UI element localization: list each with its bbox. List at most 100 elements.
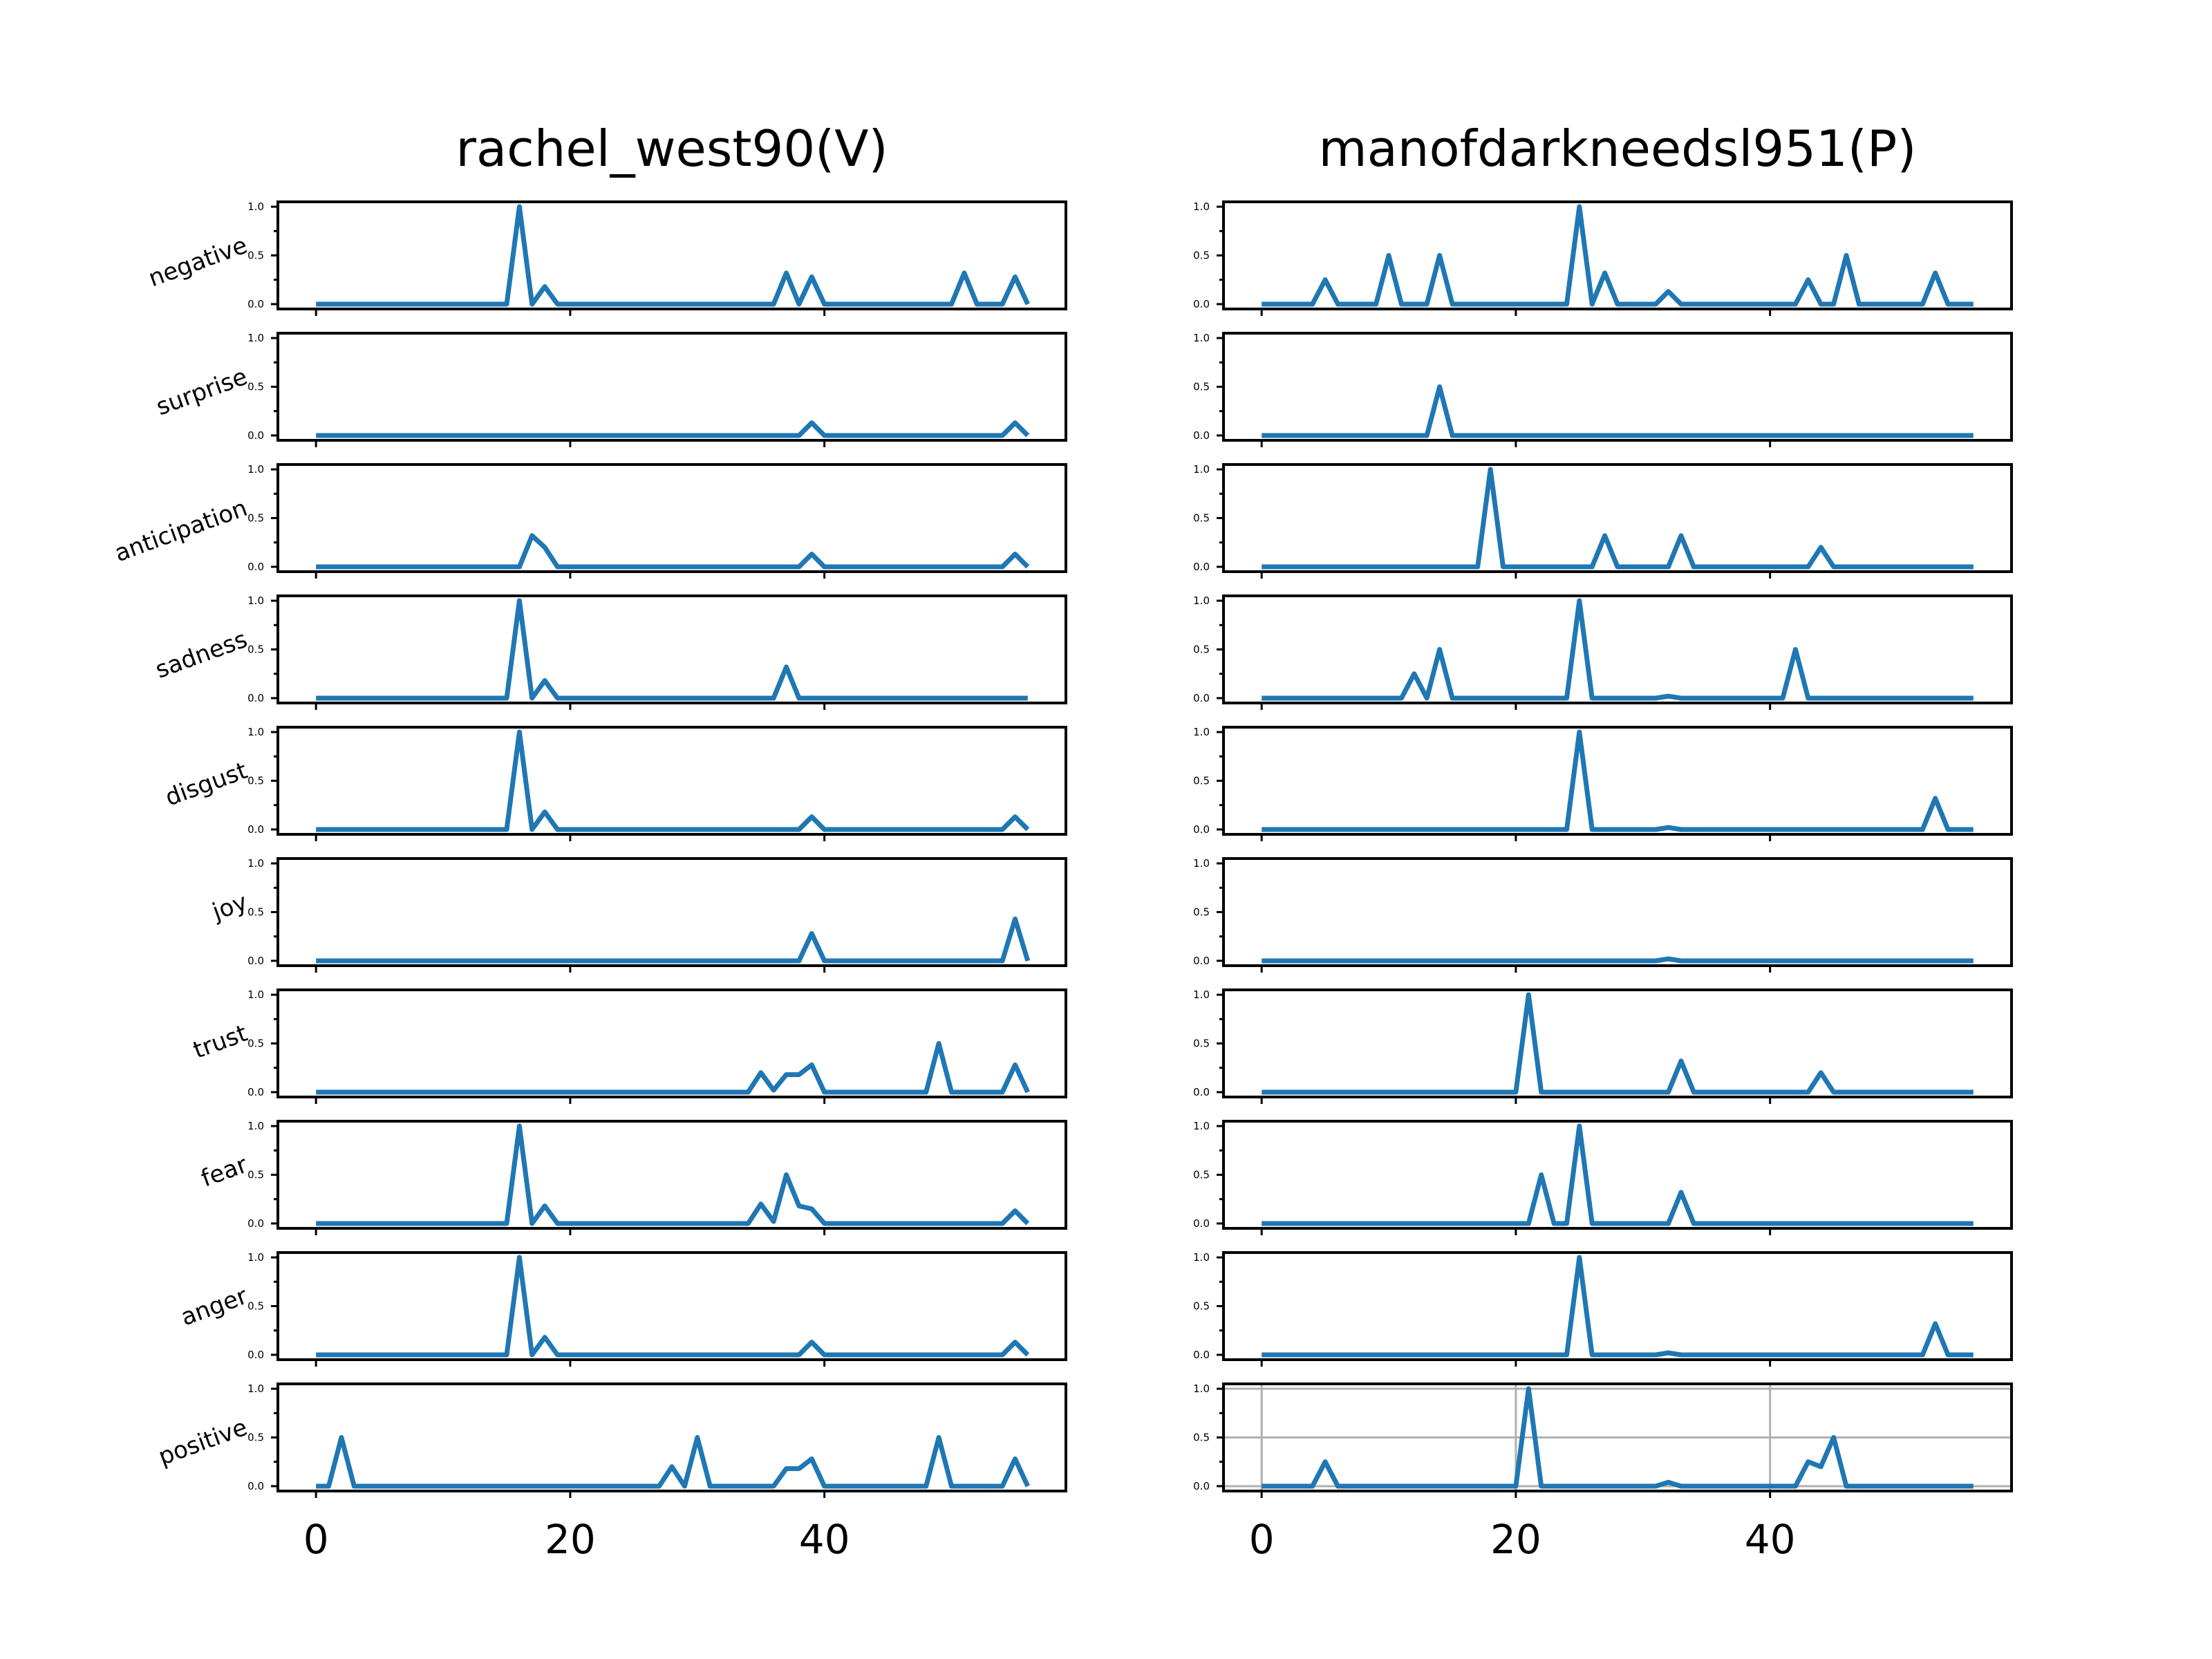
row-label-trust: trust xyxy=(189,1020,251,1065)
panel-frame xyxy=(1222,332,2013,442)
panel-frame xyxy=(276,200,1067,310)
panel-frame xyxy=(1222,1120,2013,1230)
y-tick-label: 0.5 xyxy=(247,1300,264,1313)
y-tick-label: 0.0 xyxy=(247,1349,264,1361)
row-label-anticipation: anticipation xyxy=(111,494,251,568)
series-line-surprise-0 xyxy=(316,420,1030,438)
y-tick-label: 1.0 xyxy=(1193,857,1210,870)
y-tick-label: 0.0 xyxy=(247,1480,264,1492)
y-tick-label: 0.5 xyxy=(247,381,264,393)
panel-frame xyxy=(1222,594,2013,704)
y-tick-label: 0.5 xyxy=(1193,775,1210,787)
series-line-negative-0 xyxy=(316,204,1030,307)
x-tick-label: 0 xyxy=(1249,1516,1275,1563)
y-tick-label: 0.5 xyxy=(247,775,264,787)
y-tick-label: 1.0 xyxy=(247,857,264,870)
x-tick-label: 20 xyxy=(1490,1516,1541,1563)
row-label-disgust: disgust xyxy=(162,757,251,812)
y-tick-label: 0.5 xyxy=(247,906,264,919)
y-tick-label: 0.0 xyxy=(1193,1217,1210,1230)
y-tick-label: 1.0 xyxy=(247,463,264,476)
series-line-anger-1 xyxy=(1262,1255,1974,1358)
row-label-joy: joy xyxy=(208,888,251,926)
y-tick-label: 0.0 xyxy=(1193,823,1210,836)
y-tick-label: 1.0 xyxy=(1193,200,1210,213)
y-tick-label: 0.5 xyxy=(1193,1038,1210,1050)
y-tick-label: 0.5 xyxy=(247,1432,264,1444)
column-title-0: rachel_west90(V) xyxy=(456,120,888,178)
y-tick-label: 1.0 xyxy=(247,332,264,344)
x-tick-label: 40 xyxy=(799,1516,850,1563)
panel-frame xyxy=(276,1251,1067,1361)
panel-frame xyxy=(1222,1251,2013,1361)
y-tick-label: 0.5 xyxy=(247,1038,264,1050)
row-label-anger: anger xyxy=(177,1282,251,1331)
panel-anticipation-1: 0.0 0.5 1.0 xyxy=(1193,463,2013,579)
y-tick-label: 0.0 xyxy=(1193,429,1210,442)
y-tick-label: 0.5 xyxy=(1193,644,1210,656)
y-tick-label: 0.5 xyxy=(247,250,264,262)
panel-surprise-0: 0.0 0.5 1.0 surprise xyxy=(153,332,1067,447)
y-tick-label: 1.0 xyxy=(247,1251,264,1264)
y-tick-label: 0.0 xyxy=(247,429,264,442)
panel-negative-0: 0.0 0.5 1.0 negative xyxy=(145,200,1067,316)
y-tick-label: 1.0 xyxy=(247,988,264,1001)
series-line-sadness-1 xyxy=(1262,598,1974,701)
panel-anger-1: 0.0 0.5 1.0 xyxy=(1193,1251,2013,1367)
panel-frame xyxy=(276,1120,1067,1230)
series-line-positive-1 xyxy=(1262,1386,1974,1489)
y-tick-label: 0.5 xyxy=(1193,381,1210,393)
y-tick-label: 1.0 xyxy=(247,200,264,213)
y-tick-label: 0.0 xyxy=(1193,1086,1210,1098)
y-tick-label: 1.0 xyxy=(247,1120,264,1132)
panel-trust-0: 0.0 0.5 1.0 trust xyxy=(189,988,1067,1104)
panel-sadness-1: 0.0 0.5 1.0 xyxy=(1193,594,2013,710)
y-tick-label: 1.0 xyxy=(1193,332,1210,344)
series-line-joy-1 xyxy=(1262,956,1974,964)
y-tick-label: 0.5 xyxy=(1193,250,1210,262)
panel-frame xyxy=(1222,463,2013,573)
x-tick-label: 40 xyxy=(1745,1516,1796,1563)
panel-fear-0: 0.0 0.5 1.0 fear xyxy=(198,1120,1067,1235)
panel-disgust-1: 0.0 0.5 1.0 xyxy=(1193,726,2013,841)
panel-frame xyxy=(1222,200,2013,310)
panel-fear-1: 0.0 0.5 1.0 xyxy=(1193,1120,2013,1235)
series-line-joy-0 xyxy=(316,916,1031,964)
y-tick-label: 1.0 xyxy=(247,1382,264,1395)
y-tick-label: 0.5 xyxy=(247,512,264,525)
panel-joy-0: 0.0 0.5 1.0 joy xyxy=(208,857,1067,973)
y-tick-label: 0.0 xyxy=(247,561,264,573)
x-tick-label: 20 xyxy=(545,1516,596,1563)
y-tick-label: 1.0 xyxy=(1193,463,1210,476)
y-tick-label: 0.5 xyxy=(1193,1432,1210,1444)
row-label-sadness: sadness xyxy=(152,626,251,684)
panel-anticipation-0: 0.0 0.5 1.0 anticipation xyxy=(111,463,1067,579)
y-tick-label: 0.5 xyxy=(247,644,264,656)
y-tick-label: 0.0 xyxy=(247,823,264,836)
series-line-trust-1 xyxy=(1262,992,1974,1095)
y-tick-label: 0.5 xyxy=(1193,512,1210,525)
y-tick-label: 1.0 xyxy=(1193,726,1210,738)
series-line-disgust-0 xyxy=(316,729,1030,832)
y-tick-label: 0.5 xyxy=(1193,1169,1210,1181)
panel-frame xyxy=(1222,857,2013,967)
y-tick-label: 1.0 xyxy=(247,594,264,607)
row-label-negative: negative xyxy=(145,232,251,292)
y-tick-label: 1.0 xyxy=(1193,1120,1210,1132)
series-line-negative-1 xyxy=(1262,204,1974,307)
y-tick-label: 0.0 xyxy=(1193,1480,1210,1492)
panel-frame xyxy=(276,726,1067,836)
row-label-positive: positive xyxy=(155,1414,251,1471)
series-line-anger-0 xyxy=(316,1255,1030,1358)
row-label-fear: fear xyxy=(198,1151,251,1193)
panel-positive-0: 0.0 0.5 1.0 positive 0 20 40 xyxy=(155,1382,1067,1563)
column-title-1: manofdarkneedsl951(P) xyxy=(1319,120,1917,178)
series-line-positive-0 xyxy=(316,1435,1030,1489)
y-tick-label: 0.0 xyxy=(1193,692,1210,704)
panel-frame xyxy=(276,463,1067,573)
series-line-trust-0 xyxy=(316,1041,1030,1095)
y-tick-label: 0.0 xyxy=(1193,298,1210,310)
y-tick-label: 1.0 xyxy=(1193,1382,1210,1395)
series-line-fear-0 xyxy=(316,1123,1030,1226)
